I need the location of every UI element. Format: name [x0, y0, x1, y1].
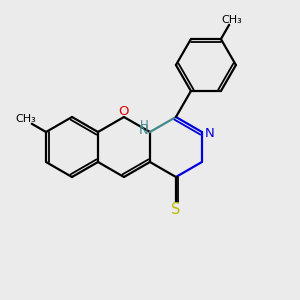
Text: H: H — [140, 119, 148, 132]
Text: CH₃: CH₃ — [221, 15, 242, 25]
Text: O: O — [119, 105, 129, 118]
Text: N: N — [204, 127, 214, 140]
Text: CH₃: CH₃ — [16, 114, 36, 124]
Text: S: S — [171, 202, 181, 217]
Text: N: N — [139, 124, 148, 137]
